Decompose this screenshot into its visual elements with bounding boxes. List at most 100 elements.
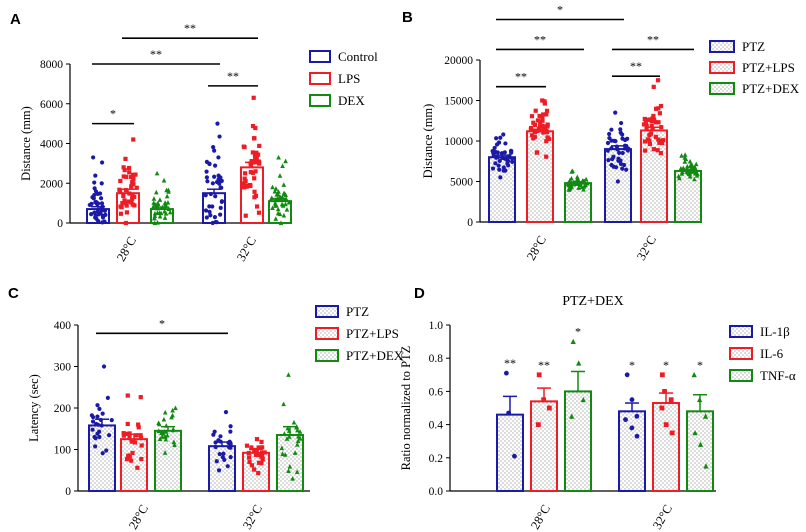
data-point [131,439,136,444]
data-point [619,120,624,126]
data-point [92,186,97,191]
data-point [100,213,105,218]
significance-star: * [663,358,669,372]
data-point [535,118,541,123]
data-point [585,180,590,186]
data-point [622,143,628,148]
y-axis-label: Latency (sec) [27,374,41,442]
x-tick-label: 32°C [234,234,259,263]
data-point [279,201,285,207]
data-point [256,460,262,465]
data-point [120,201,125,206]
data-point [130,172,136,177]
data-point [254,437,260,442]
y-tick-label: 0 [57,218,63,230]
data-point [204,169,209,174]
data-point [620,166,625,171]
data-point [130,180,135,185]
data-point [162,204,167,210]
x-tick-label: 32°C [634,233,659,262]
data-point [275,196,281,202]
data-point [537,126,542,131]
data-point [242,176,247,181]
data-point [659,125,664,130]
data-point [252,447,257,453]
data-point [121,433,126,438]
data-point [101,364,107,369]
panel-a-chart: A 0 2000 4000 6000 8000 Distance (mm) 28°C 32°C *… [10,11,378,264]
data-point [569,175,574,181]
panel-letter: B [402,9,413,26]
data-point [505,161,510,166]
data-point [164,193,170,199]
data-point [662,389,667,394]
data-point [510,159,515,164]
y-tick-label: 0.8 [429,353,444,365]
y-tick-label: 0 [65,486,71,498]
data-point [679,153,684,158]
data-point [163,429,169,434]
data-point [99,423,104,428]
data-point [254,204,260,209]
data-point [644,123,649,128]
data-point [506,410,512,416]
significance-label: ** [515,70,527,84]
data-point [497,158,502,163]
data-point [252,154,258,159]
data-point [254,150,259,155]
y-tick-label: 0.0 [429,486,444,498]
data-point [218,212,223,217]
data-point [121,431,126,436]
data-point [163,210,169,216]
y-tick-label: 400 [54,320,72,332]
data-point [496,163,501,168]
panel-c-chart: C 0 100 200 300 400 Latency (sec) 28°C 32°C * PTZ P… [8,285,404,532]
data-point [625,136,630,141]
data-point [661,138,666,143]
data-point [512,453,517,459]
data-point [503,168,508,173]
data-point [295,427,300,433]
y-tick-label: 0.4 [429,420,444,432]
data-point [117,187,122,192]
data-point [93,173,98,178]
data-point [609,146,614,151]
data-point [622,162,627,168]
y-tick-label: 5000 [450,177,473,189]
data-point [242,185,247,190]
data-point [496,140,502,145]
data-point [509,148,514,154]
data-point [284,436,290,441]
data-point [250,124,256,129]
data-point [219,199,225,204]
data-point [693,161,699,167]
y-axis-label: Distance (mm) [19,106,33,181]
data-point [152,215,157,221]
data-point [692,164,697,170]
data-point [134,433,139,438]
data-point [529,133,535,138]
data-point [138,395,143,400]
data-point [294,469,300,474]
data-point [163,436,169,442]
data-point [260,453,265,458]
data-point [510,156,515,161]
significance-star: * [629,358,635,372]
data-point [213,194,218,199]
data-point [203,208,209,213]
data-point [275,206,281,212]
data-point [123,156,128,161]
data-point [277,211,283,217]
data-point [92,210,97,215]
data-point [281,401,286,407]
data-point [262,450,267,455]
significance-star: ** [538,358,550,372]
data-point [91,415,96,420]
data-point [649,123,654,128]
data-point [647,141,652,147]
legend-label: LPS [338,71,360,86]
data-point [651,113,656,119]
data-point [644,127,649,132]
data-point [658,103,664,109]
data-point [243,178,248,184]
